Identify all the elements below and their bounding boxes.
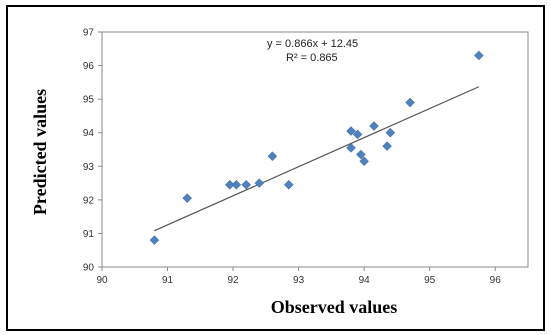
x-tick-label: 96 xyxy=(490,275,502,286)
y-tick-label: 92 xyxy=(83,195,95,206)
data-point xyxy=(346,142,356,153)
plot-area xyxy=(101,31,529,268)
data-point xyxy=(254,178,265,188)
data-point xyxy=(385,127,396,138)
y-axis-title: Predicted values xyxy=(30,89,50,215)
y-tick-label: 90 xyxy=(83,263,95,274)
chart-frame: 90 91 92 93 94 95 96 97 90 91 92 93 94 95 96 y = 0.86… xyxy=(6,5,545,331)
data-point xyxy=(359,156,370,167)
y-tick-label: 96 xyxy=(83,61,95,72)
y-tick-label: 97 xyxy=(83,28,95,39)
x-axis-ticks: 90 91 92 93 94 95 96 xyxy=(96,267,501,286)
data-point xyxy=(182,193,193,204)
trendline xyxy=(154,86,480,232)
data-point xyxy=(346,126,356,136)
x-tick-label: 94 xyxy=(359,275,371,286)
y-tick-label: 91 xyxy=(83,229,95,240)
data-point xyxy=(352,129,363,140)
y-axis-ticks: 90 91 92 93 94 95 96 97 xyxy=(83,28,102,274)
data-point xyxy=(231,179,242,190)
data-point xyxy=(224,179,235,190)
x-tick-label: 93 xyxy=(293,275,305,286)
x-axis-title: Observed values xyxy=(271,297,398,317)
trendline-group xyxy=(154,86,480,232)
data-point xyxy=(149,235,160,245)
x-tick-label: 92 xyxy=(228,275,240,286)
x-tick-label: 95 xyxy=(424,275,436,286)
x-tick-label: 90 xyxy=(96,275,108,286)
trendline-equation: y = 0.866x + 12.45 xyxy=(267,38,358,50)
data-point xyxy=(473,50,484,61)
data-point xyxy=(405,97,415,108)
data-point xyxy=(283,179,294,190)
y-tick-label: 93 xyxy=(83,162,95,173)
r-squared-label: R² = 0.865 xyxy=(286,52,338,64)
data-points xyxy=(149,50,484,245)
x-tick-label: 91 xyxy=(162,275,174,286)
y-tick-label: 94 xyxy=(83,128,95,139)
data-point xyxy=(241,179,252,190)
data-point xyxy=(369,121,379,131)
scatter-chart: 90 91 92 93 94 95 96 97 90 91 92 93 94 95 96 y = 0.86… xyxy=(30,28,529,317)
data-point xyxy=(382,141,392,151)
data-point xyxy=(356,149,366,160)
y-tick-label: 95 xyxy=(83,95,95,106)
data-point xyxy=(267,151,278,162)
